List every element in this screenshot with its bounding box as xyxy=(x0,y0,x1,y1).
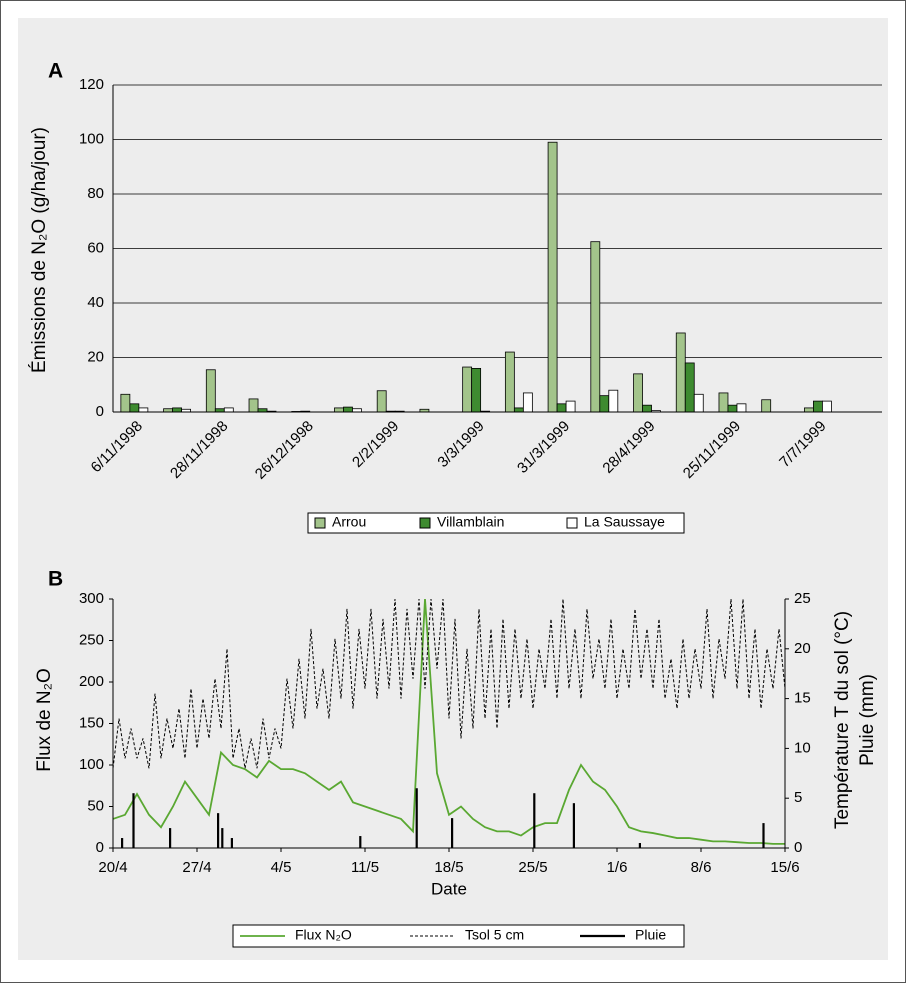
legend-label: Flux N₂O xyxy=(295,927,352,943)
x-axis-label: Date xyxy=(431,879,467,898)
y2-tick-label: 10 xyxy=(794,739,811,756)
x-tick-label: 27/4 xyxy=(182,859,211,876)
y-tick-label: 40 xyxy=(87,294,104,311)
legend-label: Arrou xyxy=(332,514,366,530)
legend-swatch xyxy=(419,517,431,529)
bar xyxy=(120,393,131,413)
rain-bar xyxy=(169,828,172,848)
panel xyxy=(18,18,888,960)
bar xyxy=(565,400,576,413)
y-tick-label: 100 xyxy=(79,130,104,147)
rain-bar xyxy=(359,836,362,848)
bar xyxy=(718,392,729,413)
bar xyxy=(522,392,533,413)
rain-bar xyxy=(533,793,536,848)
bar xyxy=(599,395,610,413)
y-tick-label: 60 xyxy=(87,239,104,256)
bar xyxy=(608,389,619,413)
rain-bar xyxy=(132,793,135,848)
y2-axis-label: Température T du sol (°C) xyxy=(832,611,853,829)
y-tick-label: 200 xyxy=(79,673,104,690)
x-tick-label: 18/5 xyxy=(434,859,463,876)
legend-swatch xyxy=(314,517,326,529)
legend-label: Tsol 5 cm xyxy=(465,927,524,943)
rain-bar xyxy=(221,828,224,848)
series-line xyxy=(112,598,786,769)
rain-bar xyxy=(572,803,575,848)
rain-bar xyxy=(638,843,641,848)
bar xyxy=(343,406,353,413)
y-tick-label: 50 xyxy=(87,797,104,814)
legend-label: Villamblain xyxy=(437,514,504,530)
bar xyxy=(376,390,387,413)
bar xyxy=(223,407,234,413)
x-tick-label: 25/5 xyxy=(518,859,547,876)
y2-tick-label: 0 xyxy=(794,839,802,856)
bar xyxy=(462,366,473,413)
bar xyxy=(675,332,686,413)
bar xyxy=(761,399,772,413)
y-axis-label: Émissions de N₂O (g/ha/jour) xyxy=(29,127,50,373)
legend-label: La Saussaye xyxy=(584,514,665,530)
rain-bar xyxy=(451,818,454,848)
y-tick-label: 0 xyxy=(96,839,104,856)
bar xyxy=(693,393,704,413)
x-tick-label: 11/5 xyxy=(351,859,379,876)
rain-bar xyxy=(217,813,220,848)
y-tick-label: 20 xyxy=(87,348,104,365)
bar xyxy=(727,404,738,413)
bar xyxy=(642,404,652,413)
legend-swatch xyxy=(566,517,578,529)
y2-tick-label: 25 xyxy=(794,590,811,607)
y-tick-label: 250 xyxy=(79,631,104,648)
bar xyxy=(547,141,558,413)
bar xyxy=(334,407,344,413)
x-tick-label: 20/4 xyxy=(98,859,127,876)
legend xyxy=(307,512,685,534)
y-tick-label: 300 xyxy=(79,590,104,607)
y-axis-label: Flux de N₂O xyxy=(34,668,55,771)
panel-label: A xyxy=(48,60,63,83)
y2-tick-label: 20 xyxy=(794,640,811,657)
bar xyxy=(248,398,259,413)
bar xyxy=(556,403,567,413)
bar xyxy=(813,400,823,413)
bar xyxy=(172,407,182,413)
bar xyxy=(684,362,695,413)
panel-label: B xyxy=(48,568,63,591)
rain-bar xyxy=(762,823,765,848)
y-tick-label: 80 xyxy=(87,185,104,202)
series-line xyxy=(112,598,785,845)
bar xyxy=(633,373,643,413)
y-tick-label: 150 xyxy=(79,714,104,731)
bar xyxy=(129,403,140,413)
bar xyxy=(205,369,216,413)
bar xyxy=(590,241,601,413)
x-tick-label: 1/6 xyxy=(607,859,628,876)
bar xyxy=(513,407,524,413)
x-tick-label: 8/6 xyxy=(691,859,712,876)
bar xyxy=(804,407,814,413)
bar xyxy=(736,403,747,413)
x-tick-label: 4/5 xyxy=(271,859,292,876)
rain-bar xyxy=(415,788,418,848)
legend xyxy=(232,924,685,948)
y-tick-label: 100 xyxy=(79,756,104,773)
y2-tick-label: 15 xyxy=(794,690,811,707)
legend-label: Pluie xyxy=(635,927,666,943)
bar xyxy=(471,367,482,413)
bar xyxy=(822,400,832,413)
y-tick-label: 120 xyxy=(79,76,104,93)
axes-frame xyxy=(112,599,786,849)
y2-tick-label: 5 xyxy=(794,789,802,806)
rain-bar xyxy=(121,838,124,848)
y2-axis-label: Pluie (mm) xyxy=(857,674,878,766)
bar xyxy=(504,351,515,413)
rain-bar xyxy=(230,838,233,848)
bar xyxy=(138,407,149,413)
x-tick-label: 15/6 xyxy=(770,859,799,876)
y-tick-label: 0 xyxy=(96,403,104,420)
